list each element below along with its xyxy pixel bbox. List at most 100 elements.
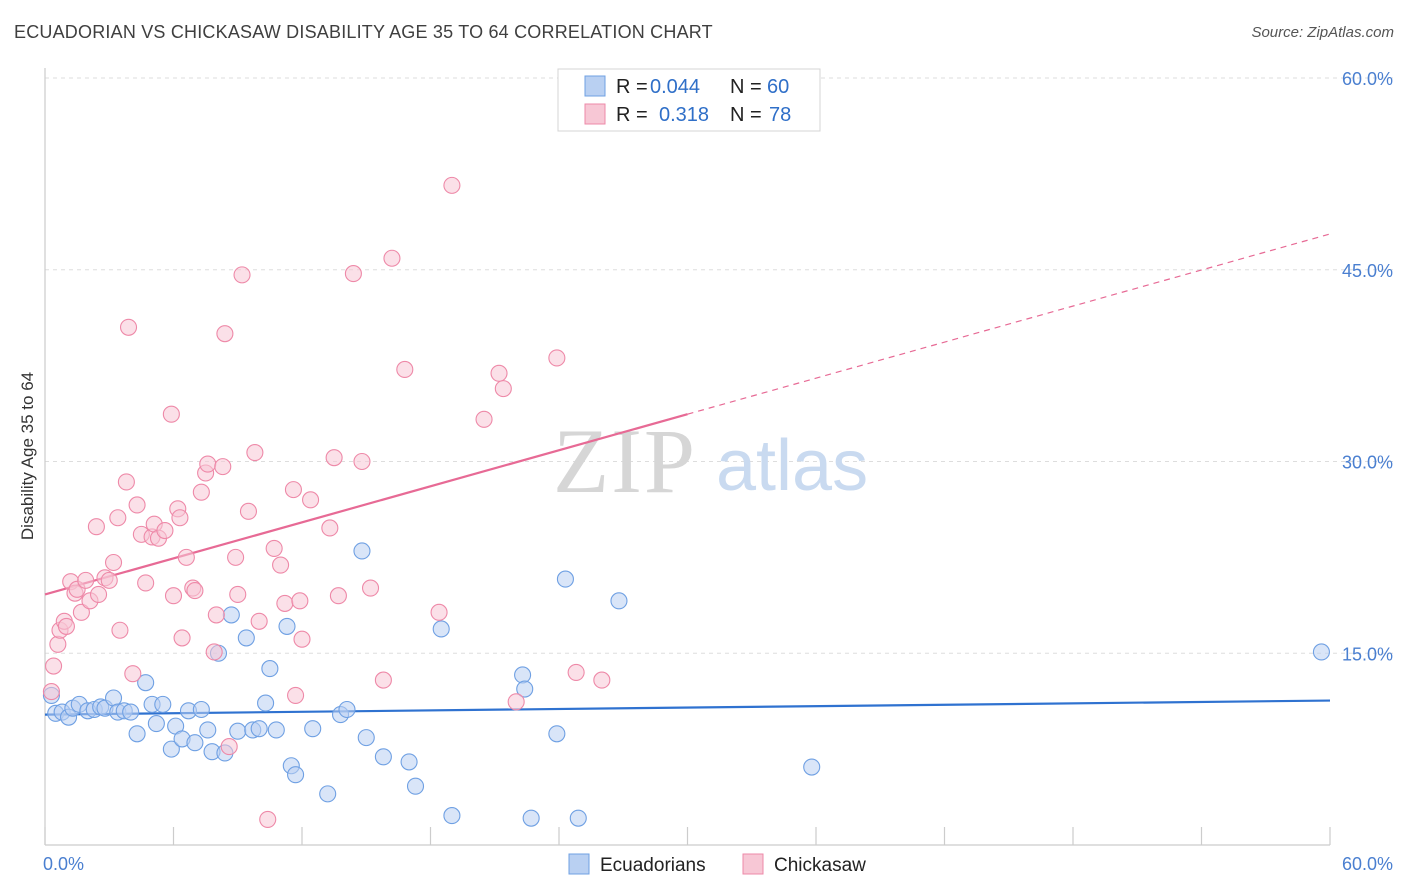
watermark-atlas: atlas bbox=[716, 426, 868, 506]
ecuadorians-point-49 bbox=[432, 620, 450, 638]
chickasaw-point-71 bbox=[475, 410, 493, 428]
chickasaw-point-36 bbox=[186, 582, 204, 600]
ecuadorians-point-45 bbox=[357, 729, 375, 747]
chickasaw-point-50 bbox=[250, 612, 268, 630]
ecuadorians-point-15 bbox=[137, 674, 155, 692]
ecuadorians-point-10 bbox=[104, 689, 123, 707]
ecuadorians-point-48 bbox=[406, 777, 425, 795]
chickasaw-point-40 bbox=[205, 643, 223, 661]
legend-n-label-chickasaw: N = bbox=[730, 104, 762, 126]
chickasaw-point-42 bbox=[214, 458, 232, 476]
ecuadorians-point-37 bbox=[278, 617, 296, 635]
ecuadorians-point-58 bbox=[803, 758, 821, 776]
chickasaw-point-46 bbox=[229, 585, 247, 603]
chickasaw-point-49 bbox=[246, 444, 264, 462]
chickasaw-point-64 bbox=[353, 452, 371, 471]
x-tick-marks bbox=[44, 827, 1331, 845]
chickasaw-point-69 bbox=[430, 603, 448, 621]
legend-r-label-ecuadorians: R = bbox=[616, 76, 648, 98]
grid-lines bbox=[45, 77, 1393, 654]
ecuadorians-point-43 bbox=[338, 700, 356, 719]
y-tick-label-60: 60.0% bbox=[1342, 69, 1393, 89]
watermark: ZIP atlas bbox=[553, 410, 868, 512]
chickasaw-point-41 bbox=[207, 606, 225, 624]
chickasaw-point-37 bbox=[192, 483, 210, 501]
chickasaw-point-65 bbox=[361, 579, 380, 597]
ecuadorians-point-34 bbox=[257, 694, 275, 712]
ecuadorians-point-14 bbox=[128, 725, 146, 743]
ecuadorians-point-52 bbox=[516, 680, 534, 698]
chickasaw-point-74 bbox=[507, 693, 525, 711]
ecuadorians-point-25 bbox=[199, 721, 217, 739]
chickasaw-point-72 bbox=[490, 364, 508, 382]
ecuadorians-point-57 bbox=[610, 592, 628, 610]
ecuadorians-point-30 bbox=[229, 722, 247, 740]
ecuadorians-point-46 bbox=[374, 748, 392, 766]
chickasaw-point-56 bbox=[287, 686, 305, 704]
chickasaw-point-2 bbox=[49, 635, 67, 653]
x-tick-label-min: 0.0% bbox=[43, 854, 84, 874]
trend-line-chickasaw bbox=[44, 413, 688, 596]
chickasaw-point-67 bbox=[383, 249, 401, 267]
legend-r-label-chickasaw: R = bbox=[616, 104, 648, 126]
legend-swatch-ecuadorians bbox=[584, 75, 606, 97]
ecuadorians-point-56 bbox=[569, 809, 587, 827]
ecuadorians-point-41 bbox=[319, 785, 337, 803]
legend-n-value-ecuadorians: 60 bbox=[767, 76, 789, 98]
chickasaw-point-77 bbox=[593, 671, 611, 689]
chickasaw-point-63 bbox=[344, 265, 362, 283]
chickasaw-point-51 bbox=[259, 810, 277, 828]
chickasaw-point-30 bbox=[164, 587, 183, 605]
chickasaw-point-19 bbox=[119, 318, 138, 336]
chickasaw-point-28 bbox=[156, 521, 174, 540]
ecuadorians-point-24 bbox=[192, 700, 210, 719]
ecuadorians-point-51 bbox=[514, 666, 532, 684]
legend-n-label-ecuadorians: N = bbox=[730, 76, 762, 98]
chickasaw-point-1 bbox=[45, 657, 63, 675]
chickasaw-point-68 bbox=[396, 360, 414, 379]
bottom-legend-label-ecuadorians: Ecuadorians bbox=[600, 855, 706, 876]
ecuadorians-point-18 bbox=[154, 695, 172, 713]
ecuadorians-point-17 bbox=[147, 715, 165, 733]
legend-r-value-ecuadorians: 0.044 bbox=[650, 76, 700, 98]
ecuadorians-point-13 bbox=[122, 703, 140, 721]
chickasaw-point-59 bbox=[302, 491, 320, 509]
ecuadorians-point-53 bbox=[522, 809, 540, 827]
chickasaw-point-24 bbox=[137, 574, 155, 592]
chickasaw-point-57 bbox=[291, 592, 309, 610]
chickasaw-point-48 bbox=[239, 502, 258, 520]
watermark-zip: ZIP bbox=[553, 410, 697, 512]
chickasaw-point-58 bbox=[293, 630, 311, 648]
y-axis-label: Disability Age 35 to 64 bbox=[18, 372, 37, 540]
ecuadorians-point-29 bbox=[222, 606, 240, 624]
chickasaw-point-52 bbox=[265, 539, 283, 557]
chickasaw-point-18 bbox=[111, 621, 129, 639]
chickasaw-point-53 bbox=[272, 556, 290, 574]
ecuadorians-point-40 bbox=[304, 720, 322, 738]
y-tick-labels: 15.0% 30.0% 45.0% 60.0% bbox=[1342, 69, 1393, 664]
chickasaw-point-5 bbox=[57, 617, 75, 635]
chickasaw-point-33 bbox=[173, 629, 191, 647]
ecuadorians-point-23 bbox=[186, 734, 204, 752]
bottom-legend-label-chickasaw: Chickasaw bbox=[774, 855, 866, 876]
chart-title: ECUADORIAN VS CHICKASAW DISABILITY AGE 3… bbox=[14, 22, 713, 42]
chickasaw-point-9 bbox=[72, 603, 90, 621]
chickasaw-point-0 bbox=[42, 683, 60, 701]
data-points bbox=[42, 176, 1330, 828]
ecuadorians-point-50 bbox=[443, 807, 461, 825]
chickasaw-point-47 bbox=[233, 266, 251, 284]
y-tick-label-30: 30.0% bbox=[1342, 453, 1393, 473]
legend-swatch-chickasaw bbox=[584, 103, 606, 125]
chickasaw-point-62 bbox=[329, 587, 347, 605]
trend-line-ecuadorians bbox=[44, 699, 1331, 716]
chickasaw-point-55 bbox=[284, 481, 302, 499]
chickasaw-point-66 bbox=[374, 671, 392, 689]
chickasaw-point-75 bbox=[548, 349, 566, 367]
ecuadorians-point-54 bbox=[548, 725, 566, 743]
source-label: Source: ZipAtlas.com bbox=[1251, 24, 1394, 41]
chickasaw-point-45 bbox=[227, 548, 245, 566]
chickasaw-point-15 bbox=[100, 571, 118, 589]
ecuadorians-point-35 bbox=[261, 660, 279, 678]
trend-line-chickasaw-extension bbox=[687, 233, 1331, 415]
